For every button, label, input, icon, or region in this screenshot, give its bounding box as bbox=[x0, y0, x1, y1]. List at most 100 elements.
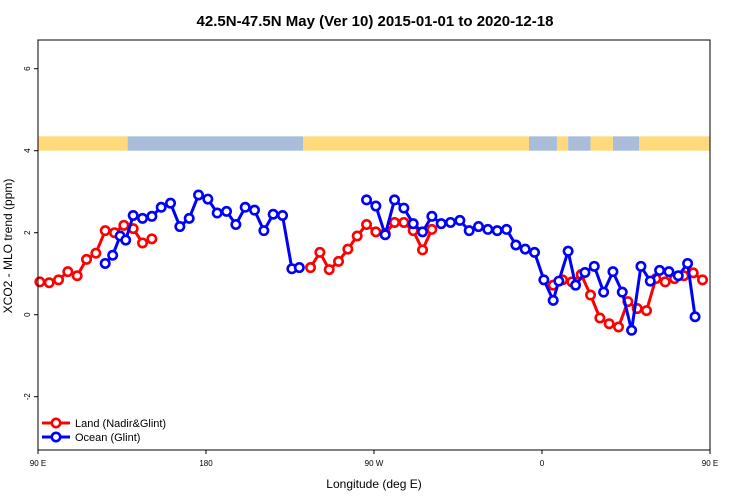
landmask-land-segment bbox=[556, 136, 569, 151]
legend-item: Land (Nadir&Glint) bbox=[42, 417, 166, 430]
series-layer bbox=[34, 189, 709, 336]
data-point bbox=[598, 286, 610, 298]
data-point bbox=[230, 219, 242, 231]
data-point bbox=[603, 318, 615, 330]
data-point bbox=[463, 225, 475, 237]
data-point bbox=[127, 209, 139, 221]
data-point bbox=[193, 189, 205, 201]
data-point bbox=[407, 218, 419, 230]
data-point bbox=[398, 216, 410, 228]
data-point bbox=[99, 257, 111, 269]
landmask-ocean-segment bbox=[528, 136, 557, 151]
data-point bbox=[398, 202, 410, 214]
data-point bbox=[293, 262, 305, 274]
data-point bbox=[553, 275, 565, 287]
x-tick-label: 90 E bbox=[30, 459, 46, 468]
data-point bbox=[107, 249, 119, 261]
landmask-ocean-segment bbox=[127, 136, 304, 151]
data-point bbox=[305, 262, 317, 274]
data-point bbox=[613, 321, 625, 333]
y-axis-label: XCO2 - MLO trend (ppm) bbox=[1, 179, 15, 314]
data-point bbox=[249, 204, 261, 216]
chart-title: 42.5N-47.5N May (Ver 10) 2015-01-01 to 2… bbox=[197, 13, 554, 30]
data-point bbox=[258, 225, 270, 237]
data-point bbox=[491, 225, 503, 237]
data-point bbox=[239, 201, 251, 213]
data-point bbox=[221, 205, 233, 217]
landmask-band bbox=[38, 136, 710, 151]
series-0 bbox=[34, 216, 709, 333]
data-point bbox=[547, 294, 559, 306]
legend-label: Ocean (Glint) bbox=[75, 432, 140, 444]
y-tick-label: 4 bbox=[23, 148, 32, 153]
data-point bbox=[118, 219, 130, 231]
data-point bbox=[165, 197, 177, 209]
y-tick-label: 2 bbox=[23, 230, 32, 235]
data-point bbox=[435, 218, 447, 230]
data-point bbox=[663, 266, 675, 278]
data-point bbox=[183, 212, 195, 224]
data-point bbox=[202, 193, 214, 205]
data-point bbox=[626, 324, 638, 336]
data-point bbox=[71, 270, 83, 282]
landmask-ocean-segment bbox=[612, 136, 640, 151]
data-point bbox=[120, 234, 132, 246]
data-point bbox=[389, 194, 401, 206]
data-point bbox=[519, 243, 531, 255]
data-point bbox=[370, 226, 382, 238]
data-point bbox=[146, 210, 158, 222]
landmask-ocean-segment bbox=[568, 136, 591, 151]
data-point bbox=[99, 225, 111, 237]
legend-swatch-marker bbox=[50, 431, 62, 443]
data-point bbox=[361, 219, 373, 231]
data-point bbox=[510, 239, 522, 251]
data-point bbox=[155, 201, 167, 213]
data-point bbox=[482, 223, 494, 235]
data-point bbox=[43, 277, 55, 289]
data-point bbox=[562, 245, 574, 257]
data-point bbox=[174, 221, 186, 233]
landmask-land-segment bbox=[590, 136, 613, 151]
data-point bbox=[342, 243, 354, 255]
data-point bbox=[389, 216, 401, 228]
legend-label: Land (Nadir&Glint) bbox=[75, 418, 166, 430]
data-point bbox=[697, 274, 709, 286]
data-point bbox=[277, 209, 289, 221]
data-point bbox=[473, 221, 485, 233]
data-point bbox=[137, 237, 149, 249]
landmask-land-segment bbox=[38, 136, 128, 151]
data-point bbox=[417, 226, 429, 238]
data-point bbox=[659, 276, 671, 288]
y-tick-label: -2 bbox=[23, 393, 32, 401]
data-point bbox=[585, 289, 597, 301]
data-point bbox=[588, 260, 600, 272]
data-point bbox=[379, 229, 391, 241]
landmask-land-segment bbox=[303, 136, 529, 151]
data-point bbox=[501, 223, 513, 235]
data-point bbox=[635, 260, 647, 272]
data-point bbox=[34, 276, 46, 288]
data-point bbox=[90, 247, 102, 259]
x-tick-label: 0 bbox=[540, 459, 545, 468]
x-tick-label: 180 bbox=[199, 459, 213, 468]
x-axis: 90 E 180 90 W 0 90 E bbox=[30, 450, 718, 468]
legend-item: Ocean (Glint) bbox=[42, 431, 140, 444]
y-tick-label: 0 bbox=[23, 312, 32, 317]
data-point bbox=[417, 244, 429, 256]
legend-swatch-marker bbox=[50, 417, 62, 429]
series-1 bbox=[99, 189, 701, 336]
x-axis-label: Longitude (deg E) bbox=[326, 477, 421, 491]
data-point bbox=[361, 194, 373, 206]
data-point bbox=[689, 311, 701, 323]
y-tick-label: 6 bbox=[23, 66, 32, 71]
data-point bbox=[62, 266, 74, 278]
data-point bbox=[654, 264, 666, 276]
data-point bbox=[351, 230, 363, 242]
data-point bbox=[137, 212, 149, 224]
data-point bbox=[616, 286, 628, 298]
data-point bbox=[641, 305, 653, 317]
data-point bbox=[314, 246, 326, 258]
data-point bbox=[579, 266, 591, 278]
data-point bbox=[426, 223, 438, 235]
